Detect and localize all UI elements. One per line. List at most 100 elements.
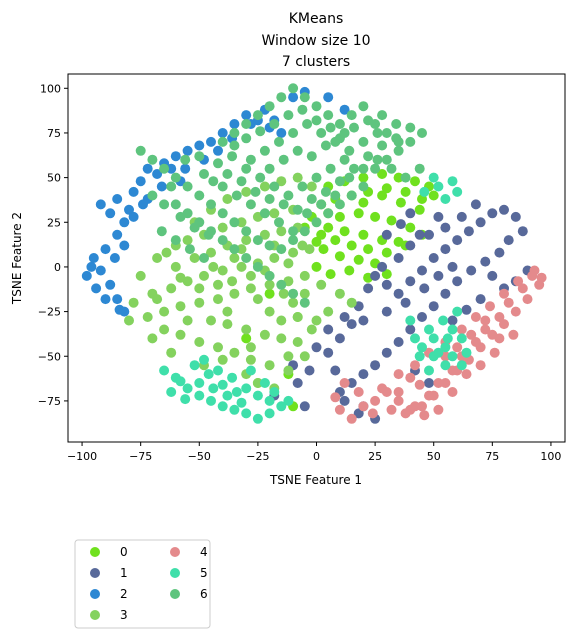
data-point — [302, 208, 313, 219]
legend-item-6: 6 — [170, 587, 208, 601]
data-point — [417, 128, 427, 138]
data-point — [203, 369, 214, 380]
data-point — [372, 154, 383, 165]
data-point — [161, 247, 172, 258]
data-point — [417, 312, 427, 322]
data-point — [381, 229, 392, 240]
data-point — [510, 211, 521, 222]
data-point — [213, 158, 223, 169]
data-point — [166, 387, 177, 397]
data-point — [311, 315, 322, 326]
data-point — [135, 145, 146, 156]
data-point — [316, 279, 327, 290]
data-point — [339, 226, 350, 237]
data-point — [227, 372, 238, 383]
data-point — [252, 261, 263, 272]
data-points — [81, 83, 547, 424]
data-point — [470, 337, 481, 347]
legend-label: 1 — [120, 566, 128, 580]
data-point — [311, 236, 322, 247]
data-point — [114, 304, 125, 315]
data-point — [316, 229, 327, 240]
data-point — [440, 288, 451, 299]
series-6 — [135, 83, 427, 308]
data-point — [424, 365, 434, 376]
data-point — [112, 294, 123, 305]
data-point — [297, 240, 308, 251]
data-point — [245, 342, 256, 353]
data-point — [142, 312, 153, 322]
data-point — [241, 163, 252, 174]
data-point — [292, 172, 303, 183]
data-point — [391, 133, 402, 144]
legend-item-1: 1 — [90, 566, 128, 580]
data-point — [320, 140, 331, 151]
data-point — [323, 110, 334, 121]
data-point — [370, 211, 381, 222]
data-point — [194, 297, 205, 308]
legend: 0 1 2 3 4 5 6 — [74, 539, 211, 629]
data-point — [334, 333, 345, 344]
data-point — [417, 342, 427, 353]
data-point — [363, 115, 374, 126]
data-point — [236, 397, 247, 408]
data-point — [306, 194, 317, 204]
data-point — [276, 226, 287, 237]
data-point — [487, 208, 498, 219]
data-point — [346, 110, 357, 121]
data-point — [278, 288, 289, 299]
data-point — [395, 219, 406, 230]
legend-item-3: 3 — [90, 608, 128, 622]
data-point — [461, 304, 472, 315]
data-point — [259, 208, 270, 219]
data-point — [206, 136, 216, 147]
data-point — [88, 253, 99, 263]
data-point — [206, 199, 216, 210]
data-point — [330, 235, 341, 246]
data-point — [288, 92, 299, 103]
x-tick-label: 50 — [427, 450, 441, 463]
data-point — [381, 128, 392, 138]
data-point — [175, 272, 186, 283]
legend-marker — [90, 589, 100, 599]
legend-marker — [170, 547, 180, 557]
data-point — [245, 154, 256, 165]
data-point — [264, 279, 275, 290]
data-point — [241, 333, 252, 344]
data-point — [245, 283, 256, 294]
data-point — [475, 217, 486, 228]
title-line-1: KMeans — [289, 11, 344, 27]
data-point — [100, 294, 111, 305]
data-point — [252, 390, 263, 401]
data-point — [323, 347, 334, 358]
data-point — [269, 208, 280, 219]
data-point — [229, 119, 240, 129]
legend-marker — [90, 568, 100, 578]
data-point — [363, 283, 374, 294]
data-point — [283, 258, 294, 269]
data-point — [269, 181, 280, 192]
data-point — [529, 265, 540, 276]
data-point — [299, 401, 310, 412]
chart-title: KMeans Window size 10 7 clusters — [261, 11, 370, 70]
data-point — [175, 376, 186, 387]
data-point — [194, 283, 205, 294]
data-point — [346, 297, 357, 308]
data-point — [288, 226, 299, 237]
legend-frame — [74, 539, 211, 629]
data-point — [259, 229, 270, 240]
data-point — [503, 235, 514, 246]
data-point — [288, 235, 299, 246]
data-point — [440, 222, 451, 233]
data-point — [447, 365, 458, 376]
data-point — [208, 261, 219, 272]
data-point — [494, 312, 505, 322]
data-point — [513, 276, 524, 287]
data-point — [393, 172, 404, 183]
data-point — [405, 208, 416, 219]
data-point — [475, 294, 486, 305]
data-point — [475, 360, 486, 371]
data-point — [159, 365, 170, 376]
data-point — [306, 151, 317, 162]
data-point — [264, 288, 275, 299]
